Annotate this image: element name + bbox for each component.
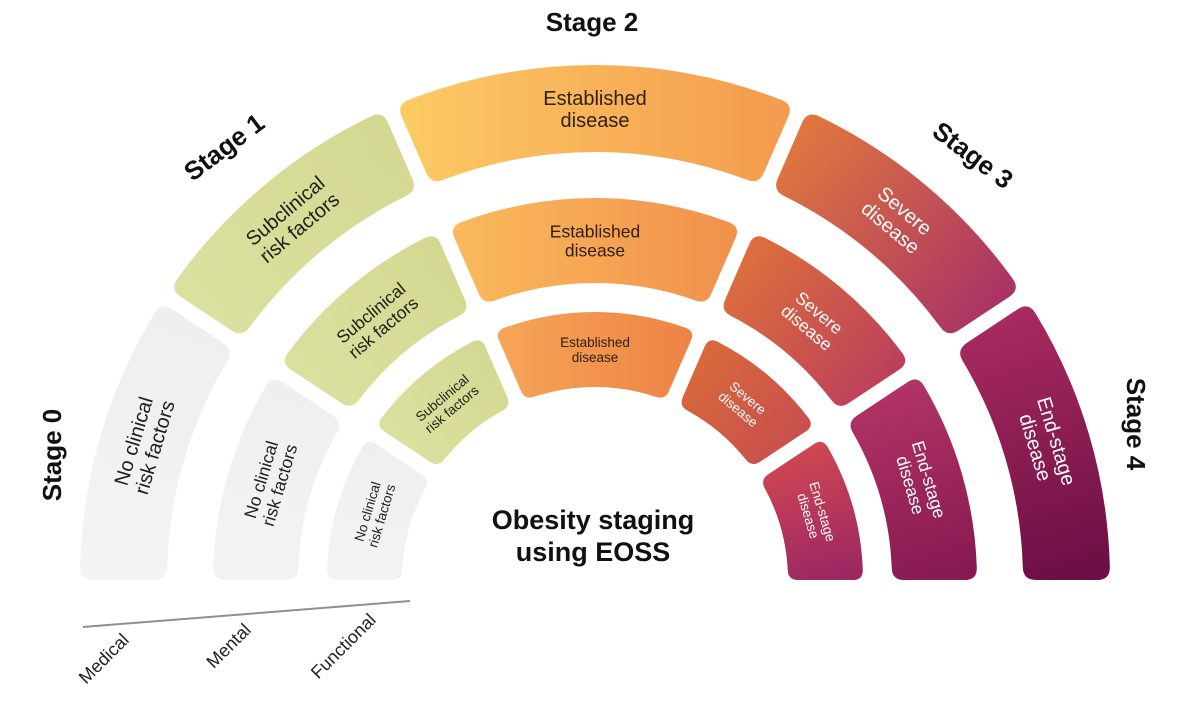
segment-stage2-mental [452,198,738,302]
segment-stage1-functional [379,340,509,465]
axis-label-functional: Functional [307,610,380,683]
segment-stage3-mental [723,236,906,406]
segment-stage2-medical [400,65,790,182]
segment-stage0-medical [80,306,230,580]
segment-label-stage2-medical: Established disease [543,88,646,132]
stage-label-1: Stage 1 [178,107,270,187]
segment-label-stage2-mental: Established disease [550,221,640,260]
segment-stage1-mental [284,236,467,406]
stage-label-2: Stage 2 [546,7,639,37]
stage-label-0: Stage 0 [37,409,67,502]
segment-stage2-functional [497,312,693,398]
segment-label-stage2-functional: Established disease [560,335,630,365]
segment-stage0-functional [327,441,427,580]
axis-line [82,600,411,628]
segment-stage4-mental [850,379,977,580]
diagram-title-line2: using EOSS [516,537,671,567]
segment-stage4-functional [763,441,863,580]
axis-label-mental: Mental [202,620,254,672]
stage-label-3: Stage 3 [927,115,1019,195]
segment-stage3-medical [776,114,1016,334]
segment-stage0-mental [213,379,340,580]
segment-stage1-medical [174,114,414,334]
diagram-title-line1: Obesity staging [492,505,695,535]
segment-stage3-functional [681,340,811,465]
axis-label-medical: Medical [75,630,133,688]
stage-label-4: Stage 4 [1121,378,1151,471]
segment-stage4-medical [960,306,1110,580]
